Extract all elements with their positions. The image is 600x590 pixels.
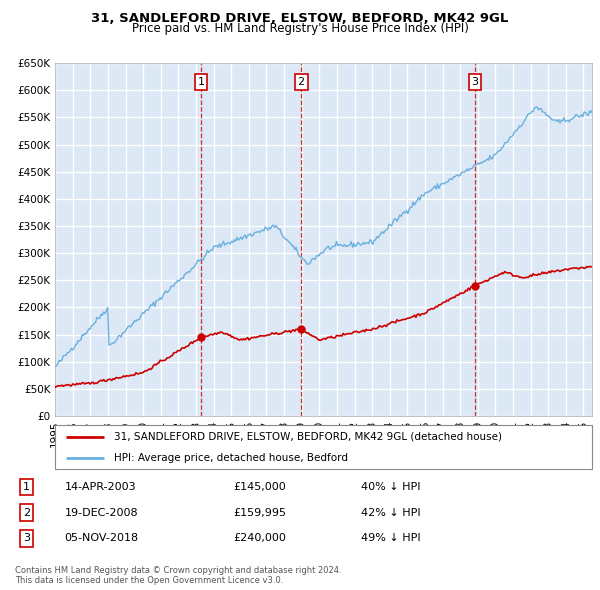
Text: 05-NOV-2018: 05-NOV-2018 bbox=[64, 533, 139, 543]
Text: 3: 3 bbox=[472, 77, 479, 87]
Text: 14-APR-2003: 14-APR-2003 bbox=[64, 482, 136, 492]
Text: 1: 1 bbox=[197, 77, 205, 87]
Text: 31, SANDLEFORD DRIVE, ELSTOW, BEDFORD, MK42 9GL (detached house): 31, SANDLEFORD DRIVE, ELSTOW, BEDFORD, M… bbox=[114, 432, 502, 442]
Text: 42% ↓ HPI: 42% ↓ HPI bbox=[361, 508, 421, 517]
Text: 1: 1 bbox=[23, 482, 30, 492]
Text: 2: 2 bbox=[298, 77, 305, 87]
Text: Contains HM Land Registry data © Crown copyright and database right 2024.
This d: Contains HM Land Registry data © Crown c… bbox=[15, 566, 341, 585]
Text: £240,000: £240,000 bbox=[233, 533, 286, 543]
Text: 31, SANDLEFORD DRIVE, ELSTOW, BEDFORD, MK42 9GL: 31, SANDLEFORD DRIVE, ELSTOW, BEDFORD, M… bbox=[91, 12, 509, 25]
Text: 19-DEC-2008: 19-DEC-2008 bbox=[64, 508, 138, 517]
Text: 3: 3 bbox=[23, 533, 30, 543]
Text: 49% ↓ HPI: 49% ↓ HPI bbox=[361, 533, 421, 543]
Text: 40% ↓ HPI: 40% ↓ HPI bbox=[361, 482, 421, 492]
Text: 2: 2 bbox=[23, 508, 30, 517]
Text: £159,995: £159,995 bbox=[233, 508, 286, 517]
FancyBboxPatch shape bbox=[55, 425, 592, 469]
Text: Price paid vs. HM Land Registry's House Price Index (HPI): Price paid vs. HM Land Registry's House … bbox=[131, 22, 469, 35]
Text: HPI: Average price, detached house, Bedford: HPI: Average price, detached house, Bedf… bbox=[114, 453, 348, 463]
Text: £145,000: £145,000 bbox=[233, 482, 286, 492]
